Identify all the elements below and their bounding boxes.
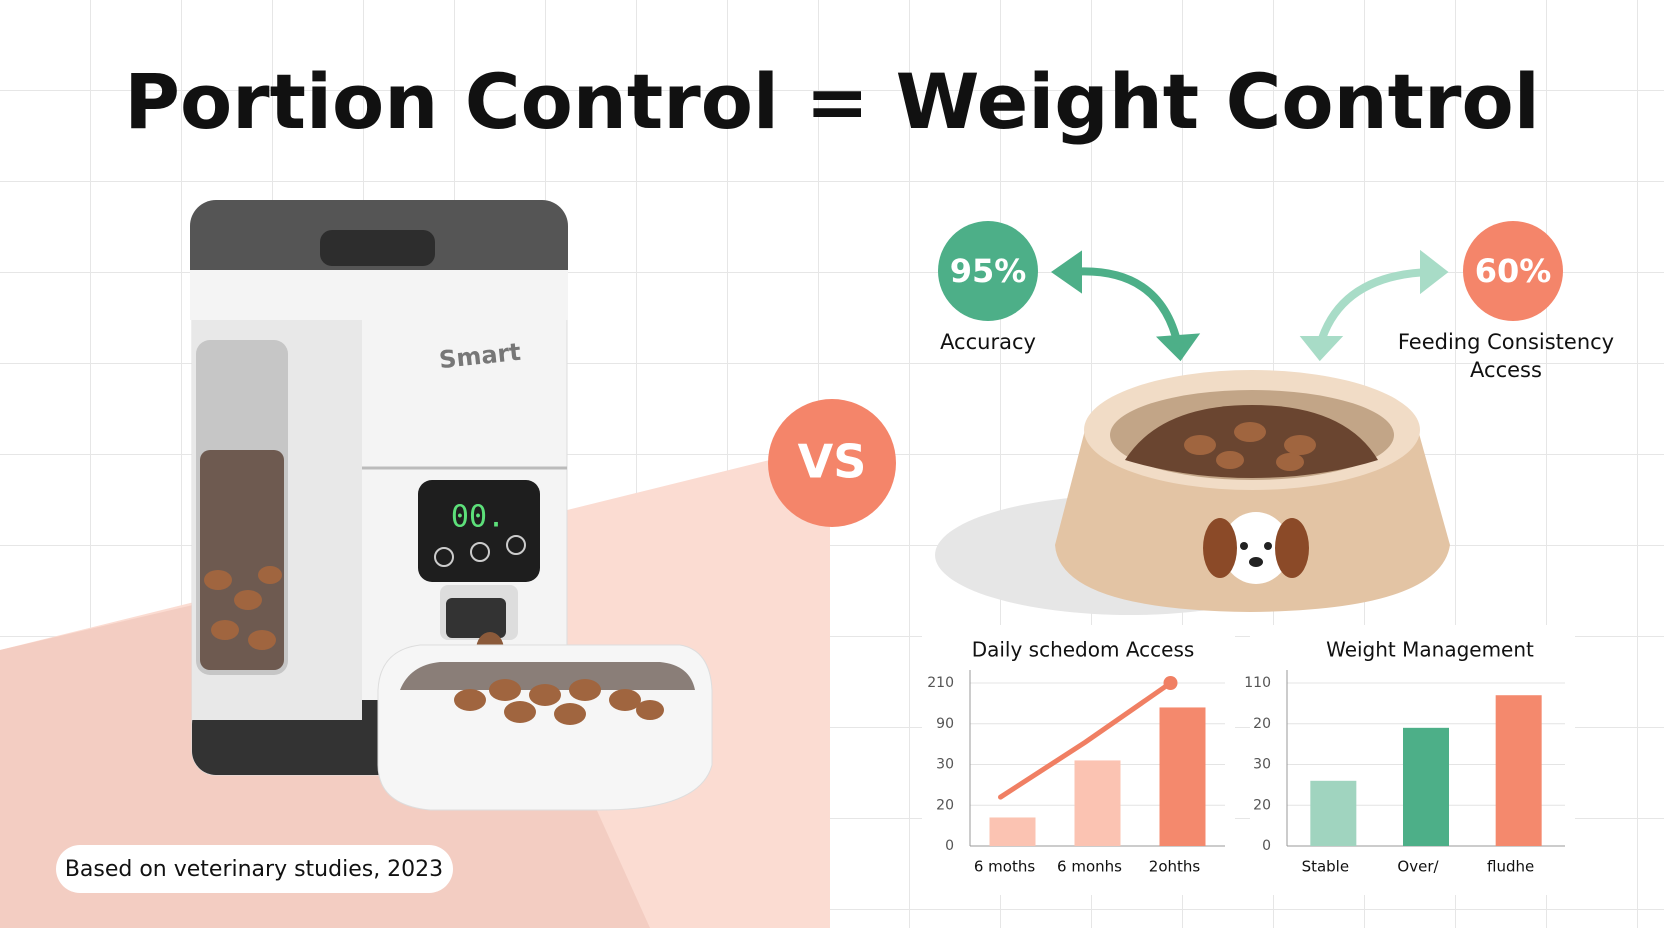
x-tick-label: 2ohths: [1149, 858, 1201, 876]
dog-bowl: [935, 370, 1450, 615]
y-tick-label: 30: [936, 757, 954, 773]
stat-badge: [1463, 221, 1563, 321]
y-tick-label: 90: [936, 716, 954, 732]
x-tick-label: Over/: [1397, 858, 1439, 876]
bar: [989, 817, 1036, 846]
chart-title: Weight Management: [1326, 638, 1534, 662]
x-tick-label: 6 monhs: [1057, 858, 1122, 876]
bar: [1403, 727, 1449, 846]
display: 00.: [451, 500, 505, 535]
y-tick-label: 20: [1253, 797, 1271, 813]
y-tick-label: 210: [927, 675, 954, 691]
stat-value: 60%: [1475, 252, 1552, 290]
x-tick-label: Stable: [1302, 858, 1350, 876]
bar: [1074, 760, 1121, 846]
stat-value: 95%: [950, 252, 1027, 290]
y-tick-label: 0: [1262, 838, 1271, 854]
x-tick-label: 6 moths: [974, 858, 1035, 876]
vs-text: VS: [798, 435, 867, 489]
title: Portion Control = Weight Control: [124, 57, 1540, 146]
x-tick-label: fludhe: [1487, 858, 1534, 876]
y-tick-label: 20: [936, 797, 954, 813]
stat-label: Feeding Consistency: [1398, 330, 1614, 354]
arrows: [1051, 249, 1449, 362]
trend-line: [998, 680, 1173, 800]
feeder: Smart 00.: [190, 200, 713, 811]
bar: [1310, 780, 1357, 846]
y-tick-label: 30: [1253, 757, 1271, 773]
trend-point: [1163, 676, 1178, 690]
y-tick-label: 0: [945, 838, 954, 854]
bar: [1495, 695, 1542, 846]
y-tick-label: 110: [1244, 675, 1271, 691]
footnote: Based on veterinary studies, 2023: [65, 857, 443, 882]
footnote-pill: [56, 845, 453, 893]
stat-badge: [938, 221, 1038, 321]
stat-label: Accuracy: [940, 330, 1036, 354]
stat-label: Access: [1470, 358, 1542, 382]
bar: [1159, 707, 1206, 846]
vs-badge: [768, 399, 896, 527]
y-tick-label: 20: [1253, 716, 1271, 732]
chart-title: Daily schedom Access: [972, 638, 1195, 662]
